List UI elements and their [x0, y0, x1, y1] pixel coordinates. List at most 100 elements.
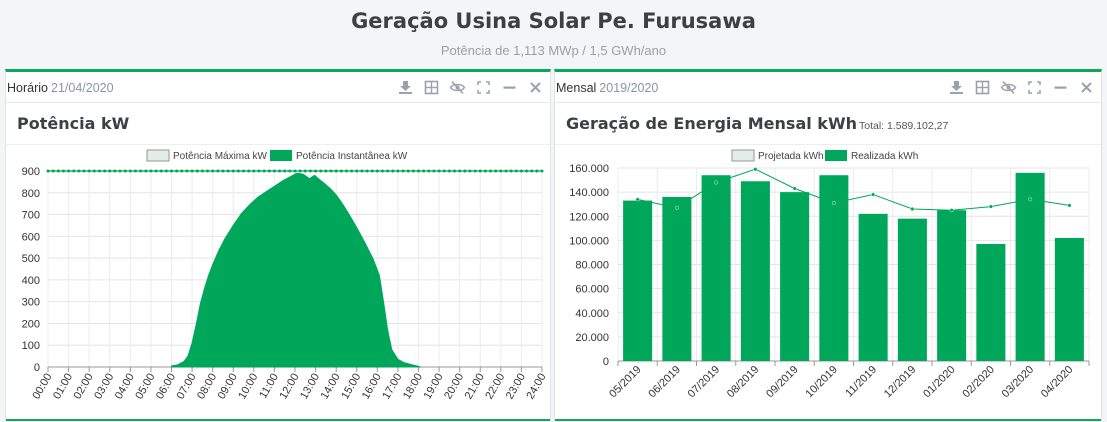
- panel-footer-bar: [6, 419, 550, 421]
- chart-title: Potência kW: [17, 114, 130, 133]
- eye-slash-icon[interactable]: [1000, 80, 1017, 95]
- max-power-point: [514, 169, 518, 173]
- max-power-point: [411, 169, 415, 173]
- divider: [6, 144, 550, 145]
- table-icon[interactable]: [974, 80, 991, 95]
- page-title: Geração Usina Solar Pe. Furusawa: [351, 9, 756, 33]
- max-power-point: [380, 169, 384, 173]
- expand-icon[interactable]: [1026, 80, 1043, 95]
- x-tick-label: 24:00: [524, 372, 548, 402]
- eye-slash-icon[interactable]: [449, 80, 466, 95]
- minimize-icon[interactable]: [1052, 80, 1069, 95]
- download-icon[interactable]: [948, 80, 965, 95]
- panel-header: Horário 21/04/2020: [6, 72, 550, 103]
- y-tick-label: 80.000: [575, 260, 609, 272]
- y-tick-label: 500: [22, 253, 40, 265]
- max-power-point: [103, 169, 107, 173]
- max-power-point: [51, 169, 55, 173]
- max-power-point: [128, 169, 132, 173]
- x-tick-label: 00:00: [30, 372, 54, 402]
- x-tick-label: 20:00: [442, 372, 466, 402]
- max-power-point: [113, 169, 117, 173]
- monthly-energy-panel: Mensal 2019/2020 Geração de Energia Mensa…: [554, 69, 1102, 421]
- y-tick-label: 0: [34, 362, 40, 374]
- max-power-point: [262, 169, 266, 173]
- max-power-point: [175, 169, 179, 173]
- x-tick-label: 15:00: [339, 372, 363, 402]
- panel-footer-bar: [555, 419, 1101, 421]
- minimize-icon[interactable]: [501, 80, 518, 95]
- max-power-point: [478, 169, 482, 173]
- max-power-point: [72, 169, 76, 173]
- max-power-point: [293, 169, 297, 173]
- close-icon[interactable]: [1078, 80, 1095, 95]
- x-tick-label: 02/2020: [960, 364, 997, 401]
- bar-realized: [858, 213, 888, 361]
- max-power-point: [350, 169, 354, 173]
- x-tick-label: 10/2019: [803, 364, 840, 401]
- max-power-point: [200, 169, 204, 173]
- max-power-point: [272, 169, 276, 173]
- table-icon[interactable]: [423, 80, 440, 95]
- legend-swatch-projected: [731, 149, 755, 162]
- x-tick-label: 23:00: [504, 372, 528, 402]
- hourly-power-chart: Potência Máxima kW Potência Instantânea k…: [22, 149, 549, 402]
- max-power-point: [61, 169, 65, 173]
- max-power-point: [257, 169, 261, 173]
- x-tick-label: 05/2019: [607, 364, 644, 401]
- instant-power-area: [171, 172, 421, 368]
- y-tick-label: 800: [22, 188, 40, 200]
- max-power-point: [494, 169, 498, 173]
- expand-icon[interactable]: [475, 80, 492, 95]
- y-tick-label: 40.000: [575, 308, 609, 320]
- chart-title: Geração de Energia Mensal kWh Total: 1.58…: [566, 114, 948, 133]
- max-power-point: [417, 169, 420, 173]
- projected-point: [871, 192, 876, 197]
- bar-realized: [897, 218, 927, 361]
- max-power-point: [468, 169, 472, 173]
- panel-toolbar: [948, 80, 1095, 95]
- max-power-point: [458, 169, 462, 173]
- max-power-point: [190, 169, 194, 173]
- x-tick-label: 08:00: [195, 372, 219, 402]
- max-power-point: [247, 169, 251, 173]
- bar-realized: [780, 192, 810, 361]
- y-tick-label: 200: [22, 318, 40, 330]
- projected-point: [910, 207, 915, 212]
- x-tick-label: 06/2019: [646, 364, 683, 401]
- max-power-point: [92, 169, 96, 173]
- y-tick-label: 100: [22, 340, 40, 352]
- max-power-point: [391, 169, 395, 173]
- max-power-point: [267, 169, 271, 173]
- x-tick-label: 11/2019: [843, 364, 879, 400]
- y-tick-label: 0: [603, 356, 609, 368]
- legend-swatch-realized: [825, 150, 847, 161]
- x-tick-label: 21:00: [463, 372, 487, 402]
- chart-legend: Potência Máxima kW Potência Instantânea k…: [146, 149, 408, 162]
- max-power-point: [46, 169, 50, 173]
- panel-label: Horário: [7, 81, 48, 95]
- max-power-point: [211, 169, 215, 173]
- bar-realized: [937, 210, 967, 361]
- max-power-point: [530, 169, 534, 173]
- max-power-point: [334, 169, 338, 173]
- max-power-point: [447, 169, 451, 173]
- panel-date: 2019/2020: [599, 81, 659, 95]
- bar-realized: [1054, 237, 1084, 361]
- bar-realized: [701, 175, 731, 361]
- panel-toolbar: [397, 80, 544, 95]
- max-power-point: [221, 169, 225, 173]
- max-power-point: [108, 169, 112, 173]
- bar-realized: [623, 200, 653, 361]
- y-tick-label: 700: [22, 210, 40, 222]
- max-power-point: [525, 169, 529, 173]
- legend-swatch-instant: [270, 150, 292, 161]
- max-power-point: [339, 169, 343, 173]
- max-power-point: [473, 169, 477, 173]
- max-power-point: [206, 169, 210, 173]
- close-icon[interactable]: [527, 80, 544, 95]
- download-icon[interactable]: [397, 80, 414, 95]
- x-tick-label: 04:00: [113, 372, 137, 402]
- max-power-point: [236, 169, 240, 173]
- max-power-point: [288, 169, 292, 173]
